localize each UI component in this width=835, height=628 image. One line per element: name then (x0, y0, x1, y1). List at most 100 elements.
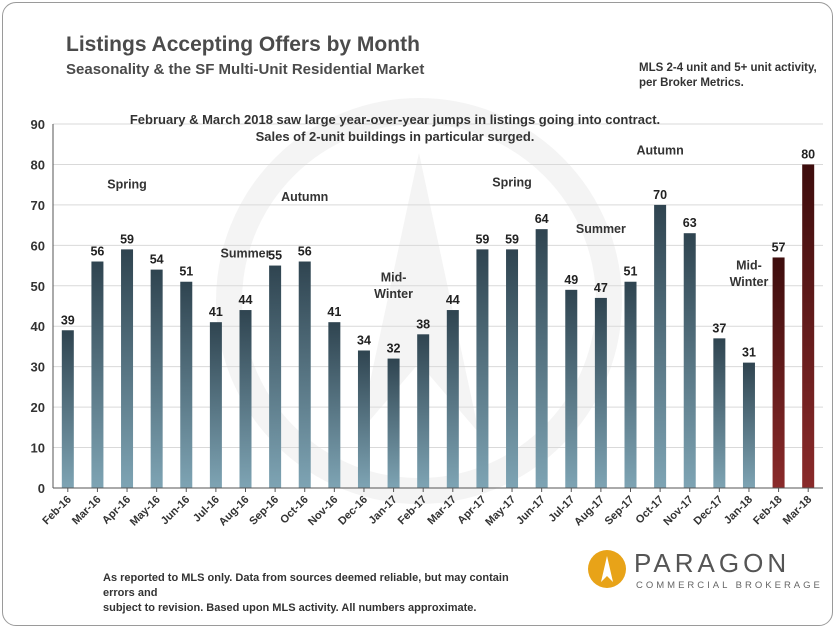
data-label: 32 (387, 342, 401, 356)
x-tick-label: Feb-18 (751, 494, 785, 528)
bar-feb-16 (61, 330, 74, 488)
data-label: 63 (683, 216, 697, 230)
chart-subtitle: Seasonality & the SF Multi-Unit Resident… (66, 61, 425, 78)
season-labels: Spring Summer Autumn Mid- Winter Spring Summer… (107, 143, 768, 301)
annotation: February & March 2018 saw large year-ove… (130, 112, 660, 144)
bar-mar-16 (91, 261, 104, 488)
bar-jan-18 (742, 362, 755, 488)
data-label: 51 (624, 265, 638, 279)
data-label: 59 (505, 232, 519, 246)
bar-nov-16 (328, 322, 341, 488)
footer-note: As reported to MLS only. Data from sourc… (103, 571, 543, 616)
bar-chart: 39 56 59 54 51 41 44 55 56 41 34 32 38 44 59 59 64 49 47 51… (31, 98, 823, 529)
x-tick-label: Nov-16 (306, 494, 340, 528)
bar-sep-17 (624, 281, 637, 488)
x-tick-label: Apr-16 (100, 494, 133, 527)
bar-jan-17 (387, 358, 400, 488)
bar-oct-16 (298, 261, 311, 488)
bar-feb-17 (417, 334, 430, 488)
data-label: 38 (416, 317, 430, 331)
bar-dec-17 (713, 338, 726, 488)
data-label: 44 (446, 293, 460, 307)
season-label: Winter (730, 275, 769, 289)
data-label: 34 (357, 333, 371, 347)
y-tick-label: 10 (31, 441, 45, 456)
bar-mar-18 (802, 164, 815, 488)
season-label: Spring (492, 176, 532, 190)
data-label: 54 (150, 253, 164, 267)
data-label: 80 (801, 147, 815, 161)
data-label: 70 (653, 188, 667, 202)
x-tick-label: Oct-17 (634, 494, 667, 527)
x-tick-label: Sep-17 (603, 494, 637, 528)
bar-jun-17 (535, 229, 548, 488)
y-tick-label: 90 (31, 117, 45, 132)
annotation-line: February & March 2018 saw large year-ove… (130, 112, 660, 127)
season-label: Autumn (281, 190, 328, 204)
season-label: Mid- (381, 271, 407, 285)
y-tick-label: 60 (31, 238, 45, 253)
data-label: 64 (535, 212, 549, 226)
season-label: Autumn (637, 143, 684, 157)
bar-jul-17 (565, 289, 578, 488)
data-label: 55 (268, 249, 282, 263)
season-label: Summer (576, 222, 626, 236)
annotation-line: Sales of 2-unit buildings in particular … (256, 129, 535, 144)
paragon-logo: PARAGON COMMERCIAL BROKERAGE (587, 547, 827, 597)
bar-mar-17 (446, 310, 459, 488)
data-labels: 39 56 59 54 51 41 44 55 56 41 34 32 38 44 59 59 64 49 47 51… (61, 147, 815, 359)
x-tick-label: Aug-17 (572, 494, 607, 529)
bar-jun-16 (180, 281, 193, 488)
logo-tagline: COMMERCIAL BROKERAGE (636, 580, 823, 591)
data-label: 39 (61, 313, 75, 327)
x-tick-label: Sep-16 (247, 494, 281, 528)
data-label: 59 (475, 232, 489, 246)
bar-apr-16 (121, 249, 134, 488)
source-note: MLS 2-4 unit and 5+ unit activity, per B… (639, 62, 817, 89)
data-label: 44 (239, 293, 253, 307)
y-tick-label: 70 (31, 198, 45, 213)
bar-apr-17 (476, 249, 489, 488)
footer-line-1: As reported to MLS only. Data from sourc… (103, 572, 509, 599)
logo-name: PARAGON (634, 548, 791, 578)
x-tick-label: Dec-16 (336, 494, 370, 528)
bar-may-17 (506, 249, 519, 488)
season-label: Mid- (736, 259, 762, 273)
bar-nov-17 (683, 233, 696, 488)
data-label: 41 (327, 305, 341, 319)
y-tick-label: 40 (31, 319, 45, 334)
data-label: 56 (298, 245, 312, 259)
x-tick-label: Jun-16 (159, 494, 193, 528)
data-label: 47 (594, 281, 608, 295)
y-tick-label: 0 (38, 481, 45, 496)
y-tick-label: 80 (31, 157, 45, 172)
x-tick-label: May-16 (128, 494, 163, 529)
data-label: 37 (712, 321, 726, 335)
x-tick-label: Nov-17 (661, 494, 695, 528)
data-label: 49 (564, 273, 578, 287)
data-label: 56 (90, 245, 104, 259)
x-tick-label: May-17 (483, 494, 518, 529)
bar-oct-17 (654, 204, 667, 488)
bar-aug-17 (594, 297, 607, 488)
x-tick-label: Oct-16 (278, 494, 311, 527)
x-tick-label: Aug-16 (217, 494, 252, 529)
bar-sep-16 (269, 265, 282, 488)
y-tick-label: 30 (31, 360, 45, 375)
x-tick-label: Mar-16 (70, 494, 104, 528)
x-tick-label: Feb-16 (40, 494, 74, 528)
gridlines (53, 123, 823, 449)
bar-aug-16 (239, 310, 252, 488)
footer-line-2: subject to revision. Based upon MLS acti… (103, 602, 477, 614)
x-tick-label: Jan-18 (722, 494, 755, 527)
x-tick-label: Dec-17 (691, 494, 725, 528)
season-label: Winter (374, 287, 413, 301)
x-tick-label: Jun-17 (514, 494, 548, 528)
paragon-emblem-icon (588, 550, 626, 588)
y-tick-label: 50 (31, 279, 45, 294)
bars (61, 164, 815, 488)
data-label: 31 (742, 346, 756, 360)
data-label: 57 (772, 240, 786, 254)
season-label: Summer (220, 246, 270, 260)
